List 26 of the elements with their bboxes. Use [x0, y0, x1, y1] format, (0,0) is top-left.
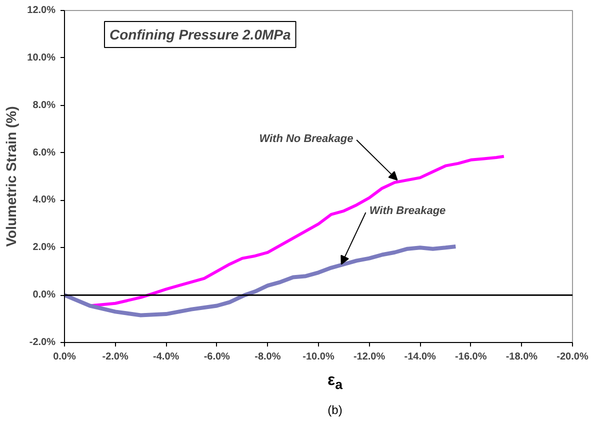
y-tick-label: -2.0% [29, 337, 56, 348]
x-tick-label: -8.0% [254, 352, 281, 362]
y-axis-title: Volumetric Strain (%) [3, 106, 20, 247]
y-tick-label: 6.0% [32, 147, 56, 158]
annotation: Confining Pressure 2.0MPa [110, 26, 291, 42]
line-series [64, 244, 458, 318]
x-axis-title: ε$_{a}$ [327, 371, 342, 394]
y-tick-label: 12.0% [27, 5, 56, 16]
x-tick-label: -12.0% [353, 352, 386, 362]
x-tick-label: -2.0% [102, 352, 128, 362]
y-tick-label: 8.0% [32, 100, 56, 111]
x-tick-label: -20.0% [556, 352, 588, 362]
x-tick-label: -4.0% [153, 352, 180, 362]
x-tick-label: 0.0% [53, 352, 76, 362]
annotation: With Breakage [369, 205, 446, 218]
x-tick-label: -16.0% [455, 352, 487, 362]
y-tick-label: 2.0% [32, 242, 56, 254]
x-tick-label: -14.0% [404, 352, 436, 362]
x-tick-label: -6.0% [204, 352, 230, 362]
annotation: With No Breakage [259, 133, 354, 146]
x-tick-label: -18.0% [506, 352, 538, 362]
y-tick-label: 10.0% [27, 52, 56, 64]
x-tick-label: -10.0% [302, 352, 334, 362]
y-tick-label: 0.0% [32, 290, 56, 301]
y-tick-label: 4.0% [32, 194, 56, 206]
text: (b) [328, 402, 342, 419]
